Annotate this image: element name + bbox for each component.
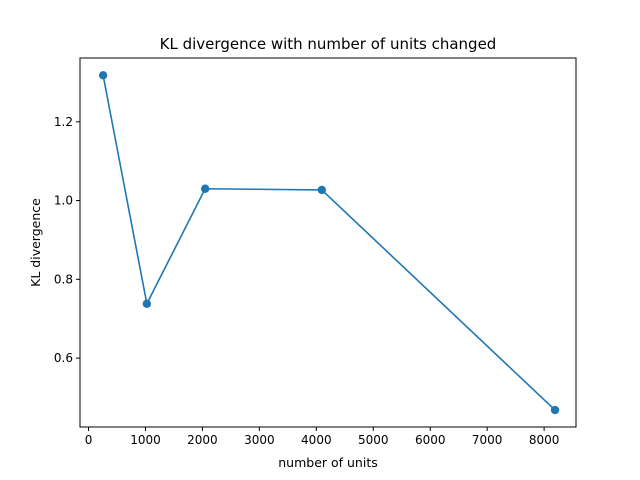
data-point xyxy=(317,185,326,195)
x-tick-label: 1000 xyxy=(130,433,161,447)
x-tick-label: 4000 xyxy=(301,433,332,447)
y-tick-label: 1.0 xyxy=(54,194,73,208)
data-point xyxy=(98,71,108,80)
data-point xyxy=(142,299,152,308)
chart-title: KL divergence with number of units chang… xyxy=(160,35,497,53)
y-axis-label: KL divergence xyxy=(28,198,43,287)
x-tick-label: 2000 xyxy=(187,433,218,447)
plot-frame xyxy=(79,57,577,428)
data-point xyxy=(200,184,210,193)
x-tick-label: 0 xyxy=(85,433,93,447)
y-axis: 0.6 0.8 1.0 1.2 xyxy=(54,115,80,365)
x-tick-label: 6000 xyxy=(415,433,446,447)
data-point xyxy=(550,405,560,415)
y-tick-label: 0.8 xyxy=(54,272,73,286)
y-tick-label: 1.2 xyxy=(54,115,73,129)
x-axis: 0 1000 2000 3000 4000 5000 6000 7000 8000 xyxy=(85,427,560,447)
x-tick-label: 3000 xyxy=(244,433,275,447)
series-layer xyxy=(98,71,560,415)
plot-area xyxy=(80,58,576,427)
x-tick-label: 5000 xyxy=(358,433,389,447)
y-tick-label: 0.6 xyxy=(54,351,73,365)
x-axis-label: number of units xyxy=(278,455,378,470)
x-tick-label: 7000 xyxy=(472,433,503,447)
x-tick-label: 8000 xyxy=(529,433,560,447)
